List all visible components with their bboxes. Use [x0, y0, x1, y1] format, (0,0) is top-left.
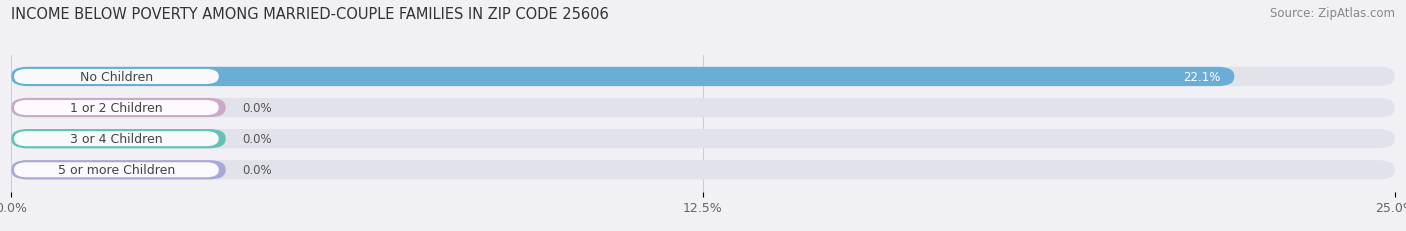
FancyBboxPatch shape [11, 161, 226, 180]
Text: 5 or more Children: 5 or more Children [58, 164, 174, 176]
FancyBboxPatch shape [14, 132, 219, 146]
Text: 0.0%: 0.0% [242, 164, 271, 176]
FancyBboxPatch shape [14, 70, 219, 85]
Text: 3 or 4 Children: 3 or 4 Children [70, 133, 163, 146]
FancyBboxPatch shape [14, 101, 219, 116]
FancyBboxPatch shape [11, 67, 1395, 87]
FancyBboxPatch shape [11, 98, 1395, 118]
Text: 0.0%: 0.0% [242, 133, 271, 146]
Text: 1 or 2 Children: 1 or 2 Children [70, 102, 163, 115]
FancyBboxPatch shape [11, 129, 226, 149]
Text: INCOME BELOW POVERTY AMONG MARRIED-COUPLE FAMILIES IN ZIP CODE 25606: INCOME BELOW POVERTY AMONG MARRIED-COUPL… [11, 7, 609, 22]
FancyBboxPatch shape [11, 67, 1234, 87]
Text: Source: ZipAtlas.com: Source: ZipAtlas.com [1270, 7, 1395, 20]
FancyBboxPatch shape [11, 98, 226, 118]
FancyBboxPatch shape [14, 163, 219, 178]
FancyBboxPatch shape [11, 161, 1395, 180]
Text: 22.1%: 22.1% [1182, 71, 1220, 84]
Text: 0.0%: 0.0% [242, 102, 271, 115]
FancyBboxPatch shape [11, 129, 1395, 149]
Text: No Children: No Children [80, 71, 153, 84]
